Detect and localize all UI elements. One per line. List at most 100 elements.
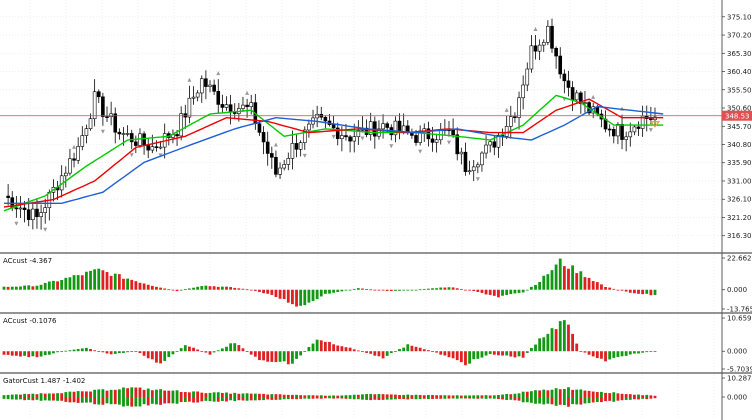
candle[interactable] <box>208 80 212 93</box>
candle[interactable] <box>298 140 303 157</box>
candle[interactable] <box>484 135 488 159</box>
candle[interactable] <box>59 165 64 198</box>
candle[interactable] <box>72 144 77 168</box>
candle[interactable] <box>607 124 612 137</box>
candle[interactable] <box>504 107 509 140</box>
candle[interactable] <box>467 160 472 175</box>
candle[interactable] <box>554 46 558 69</box>
candle[interactable] <box>138 128 142 148</box>
candle[interactable] <box>344 123 348 141</box>
candle[interactable] <box>146 137 151 159</box>
candle[interactable] <box>443 119 447 135</box>
candle[interactable] <box>488 139 492 153</box>
candle[interactable] <box>167 131 171 146</box>
candle[interactable] <box>455 127 460 161</box>
candle[interactable] <box>418 125 423 154</box>
candle[interactable] <box>199 75 204 103</box>
candle[interactable] <box>265 131 270 166</box>
candle[interactable] <box>84 124 89 144</box>
candle[interactable] <box>521 75 525 110</box>
candle[interactable] <box>241 96 245 112</box>
candle[interactable] <box>294 134 299 158</box>
candle[interactable] <box>80 126 85 151</box>
candle[interactable] <box>537 39 542 61</box>
candle[interactable] <box>611 126 616 144</box>
candle[interactable] <box>270 146 274 169</box>
candle[interactable] <box>290 130 295 170</box>
candle[interactable] <box>125 125 130 137</box>
candle[interactable] <box>179 106 183 141</box>
candle[interactable] <box>273 142 278 178</box>
candle[interactable] <box>348 134 352 153</box>
candle[interactable] <box>471 159 476 182</box>
candle[interactable] <box>142 131 146 155</box>
candle[interactable] <box>356 120 361 145</box>
candle[interactable] <box>31 201 35 230</box>
candle[interactable] <box>278 162 282 179</box>
candle[interactable] <box>331 115 336 139</box>
candle[interactable] <box>100 92 105 134</box>
candle[interactable] <box>480 151 484 172</box>
candle[interactable] <box>191 86 196 105</box>
candle[interactable] <box>105 106 109 123</box>
candle[interactable] <box>541 39 546 52</box>
candle[interactable] <box>620 106 625 150</box>
candle[interactable] <box>648 106 653 133</box>
candle[interactable] <box>583 90 587 113</box>
candle[interactable] <box>616 122 620 145</box>
candle[interactable] <box>562 69 567 102</box>
candle[interactable] <box>463 142 468 176</box>
candle[interactable] <box>220 94 225 113</box>
candle[interactable] <box>525 62 530 92</box>
candle[interactable] <box>195 90 200 102</box>
candle[interactable] <box>311 109 315 129</box>
candle[interactable] <box>183 104 188 129</box>
candle[interactable] <box>249 94 254 115</box>
candle[interactable] <box>389 124 394 149</box>
candle[interactable] <box>216 71 221 114</box>
candle[interactable] <box>92 79 97 127</box>
candle[interactable] <box>68 148 72 176</box>
candle[interactable] <box>39 204 43 230</box>
candle[interactable] <box>397 113 402 140</box>
candle[interactable] <box>508 105 513 139</box>
candle[interactable] <box>257 120 262 136</box>
candle[interactable] <box>496 133 501 158</box>
candle[interactable] <box>636 121 641 137</box>
candle[interactable] <box>109 101 113 126</box>
candle[interactable] <box>599 109 604 128</box>
candle[interactable] <box>212 79 216 95</box>
candle[interactable] <box>319 106 324 121</box>
candle[interactable] <box>570 81 575 112</box>
candle[interactable] <box>134 135 138 154</box>
candle[interactable] <box>475 162 480 182</box>
candle[interactable] <box>187 77 192 124</box>
candle[interactable] <box>261 126 266 155</box>
candle[interactable] <box>640 105 645 137</box>
candle[interactable] <box>603 110 608 133</box>
candle[interactable] <box>533 27 538 60</box>
candle[interactable] <box>410 128 414 139</box>
candle[interactable] <box>632 124 637 136</box>
candle[interactable] <box>323 115 328 129</box>
candle[interactable] <box>381 114 385 139</box>
candle[interactable] <box>628 122 633 147</box>
candle[interactable] <box>352 123 357 153</box>
candle[interactable] <box>517 91 521 130</box>
candle[interactable] <box>88 113 93 131</box>
candle[interactable] <box>113 107 118 144</box>
candle[interactable] <box>459 147 464 165</box>
candle[interactable] <box>6 184 10 206</box>
candle[interactable] <box>393 116 398 143</box>
candle[interactable] <box>129 129 134 158</box>
candle[interactable] <box>434 133 439 153</box>
candle[interactable] <box>228 94 233 125</box>
candle[interactable] <box>76 137 80 164</box>
candle[interactable] <box>307 119 311 138</box>
candle[interactable] <box>558 47 563 79</box>
candle[interactable] <box>653 107 657 125</box>
candle[interactable] <box>550 18 554 53</box>
candle[interactable] <box>446 121 451 145</box>
candle[interactable] <box>18 196 23 218</box>
candle[interactable] <box>529 35 534 73</box>
